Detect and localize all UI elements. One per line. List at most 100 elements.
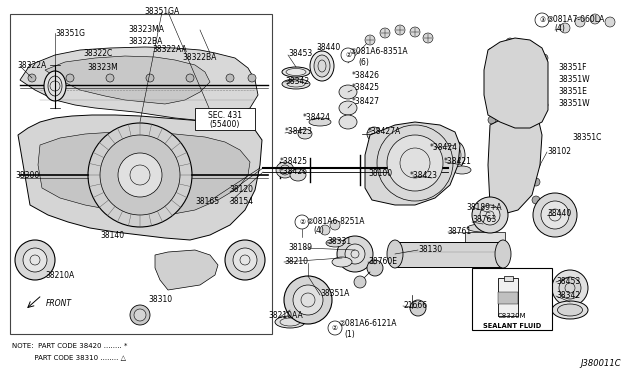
- Text: ②081A6-6121A: ②081A6-6121A: [338, 320, 397, 328]
- Circle shape: [500, 59, 532, 91]
- Circle shape: [284, 276, 332, 324]
- Text: 38210A: 38210A: [45, 270, 74, 279]
- Text: 38760E: 38760E: [368, 257, 397, 266]
- Text: 38165: 38165: [195, 198, 219, 206]
- Circle shape: [380, 28, 390, 38]
- Circle shape: [24, 244, 31, 250]
- Circle shape: [540, 101, 548, 109]
- Bar: [498, 278, 518, 316]
- Circle shape: [66, 74, 74, 82]
- Ellipse shape: [425, 175, 439, 185]
- Circle shape: [168, 171, 176, 179]
- Circle shape: [541, 201, 569, 229]
- Bar: [195, 108, 255, 130]
- Text: (4): (4): [554, 25, 565, 33]
- Circle shape: [226, 74, 234, 82]
- Polygon shape: [20, 47, 258, 122]
- Circle shape: [40, 270, 45, 276]
- Circle shape: [532, 196, 540, 204]
- Circle shape: [560, 23, 570, 33]
- Ellipse shape: [453, 166, 471, 174]
- Circle shape: [423, 33, 433, 43]
- Circle shape: [324, 296, 332, 304]
- Ellipse shape: [326, 239, 344, 247]
- Polygon shape: [38, 132, 250, 215]
- Text: *38427A: *38427A: [368, 128, 401, 137]
- Text: 38323M: 38323M: [87, 62, 118, 71]
- Polygon shape: [365, 122, 460, 205]
- Text: 38130: 38130: [418, 244, 442, 253]
- Circle shape: [367, 260, 383, 276]
- Text: SEALANT FLUID: SEALANT FLUID: [483, 323, 541, 329]
- Circle shape: [532, 161, 540, 169]
- Circle shape: [559, 277, 581, 299]
- Circle shape: [395, 25, 405, 35]
- Text: 38342: 38342: [556, 291, 580, 299]
- Text: 38453: 38453: [288, 49, 312, 58]
- Bar: [465, 232, 505, 244]
- Text: 38322BA: 38322BA: [128, 36, 163, 45]
- Text: 38322BA: 38322BA: [182, 54, 216, 62]
- Circle shape: [159, 148, 166, 156]
- Circle shape: [365, 35, 375, 45]
- Text: J380011C: J380011C: [580, 359, 621, 369]
- Polygon shape: [18, 115, 262, 240]
- Circle shape: [130, 305, 150, 325]
- Text: 38763: 38763: [472, 215, 496, 224]
- Text: 38210AA: 38210AA: [268, 311, 303, 321]
- Circle shape: [234, 270, 241, 276]
- Circle shape: [293, 285, 323, 315]
- Circle shape: [532, 126, 540, 134]
- Circle shape: [136, 203, 144, 211]
- Circle shape: [104, 171, 112, 179]
- Text: *38423: *38423: [285, 128, 313, 137]
- Text: (6): (6): [358, 58, 369, 67]
- Ellipse shape: [495, 240, 511, 268]
- Circle shape: [330, 220, 340, 230]
- Circle shape: [337, 236, 373, 272]
- Text: 38300: 38300: [15, 170, 39, 180]
- Circle shape: [118, 153, 162, 197]
- Ellipse shape: [276, 162, 294, 178]
- Circle shape: [387, 135, 443, 191]
- Circle shape: [341, 48, 355, 62]
- Circle shape: [234, 244, 241, 250]
- Text: 21666: 21666: [403, 301, 427, 310]
- Circle shape: [28, 74, 36, 82]
- Text: *38426: *38426: [280, 167, 308, 176]
- Text: ②: ②: [299, 219, 305, 225]
- Text: 38310: 38310: [148, 295, 172, 305]
- Circle shape: [136, 139, 144, 147]
- Text: 38322C: 38322C: [83, 48, 112, 58]
- Text: C8320M: C8320M: [498, 313, 526, 319]
- Circle shape: [502, 86, 530, 114]
- Text: ②081A6-8351A: ②081A6-8351A: [349, 48, 408, 57]
- Circle shape: [233, 248, 257, 272]
- Ellipse shape: [339, 85, 357, 99]
- Circle shape: [410, 27, 420, 37]
- Text: 38322A: 38322A: [17, 61, 46, 71]
- Text: 38140: 38140: [100, 231, 124, 241]
- Bar: [472, 268, 552, 330]
- Ellipse shape: [282, 79, 310, 89]
- Text: 38331: 38331: [327, 237, 351, 247]
- Ellipse shape: [332, 257, 352, 267]
- Text: (55400): (55400): [210, 119, 240, 128]
- Bar: [395, 242, 503, 267]
- Text: 38154: 38154: [229, 198, 253, 206]
- Text: 38351W: 38351W: [558, 99, 589, 108]
- Circle shape: [540, 54, 548, 62]
- Text: (4): (4): [313, 227, 324, 235]
- Circle shape: [320, 225, 330, 235]
- Circle shape: [159, 194, 166, 202]
- Circle shape: [17, 257, 23, 263]
- Circle shape: [40, 244, 45, 250]
- Ellipse shape: [275, 316, 305, 328]
- Ellipse shape: [310, 51, 334, 81]
- Ellipse shape: [290, 169, 306, 181]
- Circle shape: [410, 300, 426, 316]
- Circle shape: [113, 194, 122, 202]
- Ellipse shape: [387, 240, 403, 268]
- Circle shape: [480, 205, 500, 225]
- Polygon shape: [484, 38, 548, 128]
